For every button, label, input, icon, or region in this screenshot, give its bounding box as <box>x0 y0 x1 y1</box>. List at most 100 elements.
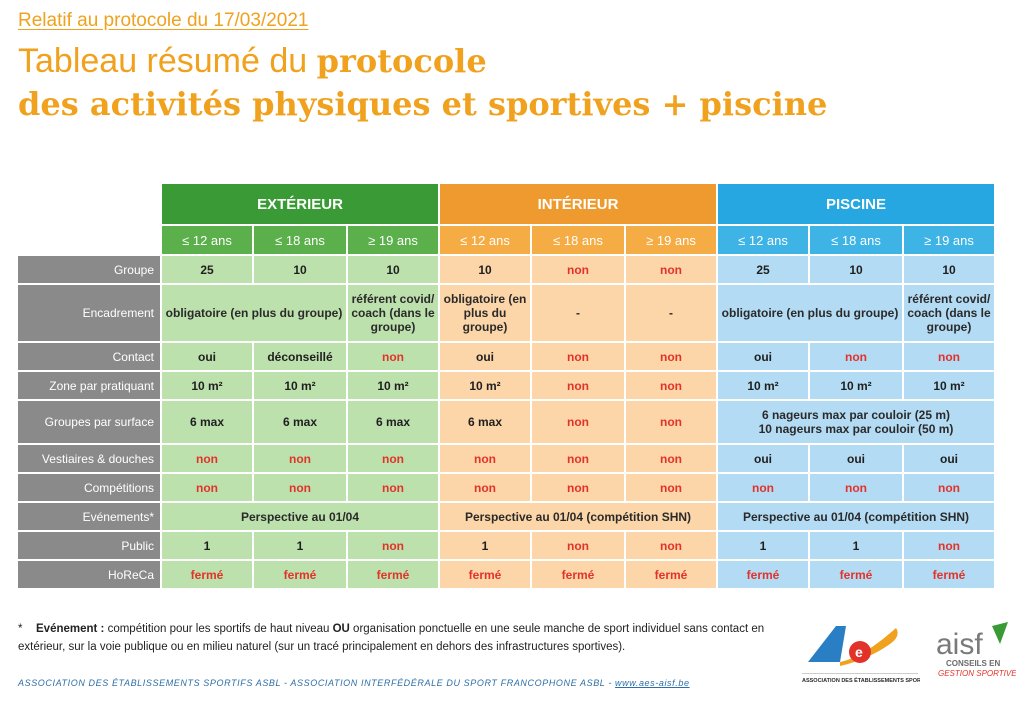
table-row: Zone par pratiquant 10 m² 10 m² 10 m² 10… <box>18 372 994 399</box>
table-cell: obligatoire (en plus du groupe) <box>162 285 346 341</box>
table-row: Groupe 25 10 10 10 non non 25 10 10 <box>18 256 994 283</box>
protocol-date-subtitle: Relatif au protocole du 17/03/2021 <box>18 10 309 31</box>
table-cell: non <box>904 532 994 559</box>
section-header-interieur: INTÉRIEUR <box>440 184 716 224</box>
table-cell: 10 <box>904 256 994 283</box>
aisf-wordmark: aisf <box>936 628 983 661</box>
table-cell: non <box>440 474 530 501</box>
aisf-logo-graphic: aisf CONSEILS EN GESTION SPORTIVE <box>936 622 1017 678</box>
table-cell: non <box>626 474 716 501</box>
page-title: Tableau résumé du protocole des activité… <box>18 40 827 126</box>
table-cell: non <box>348 474 438 501</box>
table-cell: obligatoire (en plus du groupe) <box>718 285 902 341</box>
table-cell: non <box>162 445 252 472</box>
piscine-lane-rule-50m: 10 nageurs max par couloir (50 m) <box>758 422 954 436</box>
table-cell: non <box>626 256 716 283</box>
table-cell: 10 m² <box>162 372 252 399</box>
table-row: Public 1 1 non 1 non non 1 1 non <box>18 532 994 559</box>
table-cell: 10 <box>254 256 346 283</box>
table-cell: - <box>532 285 624 341</box>
footer-text: ASSOCIATION DES ÉTABLISSEMENTS SPORTIFS … <box>18 678 616 688</box>
table-cell: fermé <box>810 561 902 588</box>
table-cell: non <box>626 372 716 399</box>
table-row: Groupes par surface 6 max 6 max 6 max 6 … <box>18 401 994 443</box>
age-header: ≤ 18 ans <box>810 226 902 254</box>
footer-associations: ASSOCIATION DES ÉTABLISSEMENTS SPORTIFS … <box>18 678 690 688</box>
table-cell-merged: 6 nageurs max par couloir (25 m) 10 nage… <box>718 401 994 443</box>
table-cell: 1 <box>254 532 346 559</box>
table-row: Compétitions non non non non non non non… <box>18 474 994 501</box>
table-cell: non <box>626 401 716 443</box>
table-cell: fermé <box>440 561 530 588</box>
age-header: ≤ 18 ans <box>532 226 624 254</box>
table-cell: 1 <box>162 532 252 559</box>
row-label: HoReCa <box>18 561 160 588</box>
table-cell: oui <box>718 445 808 472</box>
table-cell: 1 <box>440 532 530 559</box>
table-cell: 10 m² <box>718 372 808 399</box>
table-cell: 6 max <box>440 401 530 443</box>
age-header: ≥ 19 ans <box>348 226 438 254</box>
aisf-caption-1: CONSEILS EN <box>946 659 1000 668</box>
footnote-ou: OU <box>332 623 350 635</box>
row-label: Vestiaires & douches <box>18 445 160 472</box>
table-cell: non <box>532 372 624 399</box>
table-cell: fermé <box>348 561 438 588</box>
table-cell: 10 <box>440 256 530 283</box>
table-cell: fermé <box>254 561 346 588</box>
table-cell: fermé <box>532 561 624 588</box>
table-cell: non <box>626 343 716 370</box>
table-cell: 25 <box>162 256 252 283</box>
table-cell: référent covid/ coach (dans le groupe) <box>904 285 994 341</box>
aes-caption: ASSOCIATION DES ÉTABLISSEMENTS SPORTIFS <box>802 676 920 684</box>
table-cell: fermé <box>162 561 252 588</box>
table-cell: non <box>626 532 716 559</box>
corner-blank <box>18 184 160 224</box>
table-cell: fermé <box>626 561 716 588</box>
table-row: Encadrement obligatoire (en plus du grou… <box>18 285 994 341</box>
table-cell: 6 max <box>348 401 438 443</box>
table-cell: non <box>348 445 438 472</box>
table-row: Evénements* Perspective au 01/04 Perspec… <box>18 503 994 530</box>
table-cell: - <box>626 285 716 341</box>
table-cell: oui <box>904 445 994 472</box>
row-label: Contact <box>18 343 160 370</box>
table-cell: non <box>532 532 624 559</box>
age-header: ≤ 12 ans <box>718 226 808 254</box>
title-light-part: Tableau résumé du <box>18 42 317 80</box>
table-cell: non <box>532 256 624 283</box>
table-cell: obligatoire (en plus du groupe) <box>440 285 530 341</box>
table-cell: non <box>532 343 624 370</box>
table-cell: 10 m² <box>904 372 994 399</box>
age-header: ≤ 12 ans <box>440 226 530 254</box>
footnote-term: Evénement : <box>36 623 105 635</box>
footnote-text-2: organisation ponctuelle en une seule man… <box>18 623 765 653</box>
age-header: ≥ 19 ans <box>626 226 716 254</box>
table-cell-merged: Perspective au 01/04 (compétition SHN) <box>440 503 716 530</box>
aisf-logo: aisf CONSEILS EN GESTION SPORTIVE <box>930 618 1017 690</box>
table-cell: non <box>810 343 902 370</box>
table-cell: non <box>810 474 902 501</box>
table-cell: 1 <box>810 532 902 559</box>
svg-text:e: e <box>855 644 863 660</box>
footer-url-link[interactable]: www.aes-aisf.be <box>615 678 690 688</box>
table-cell: oui <box>810 445 902 472</box>
table-cell-merged: Perspective au 01/04 (compétition SHN) <box>718 503 994 530</box>
row-label: Groupes par surface <box>18 401 160 443</box>
table-cell: non <box>348 343 438 370</box>
table-cell: 10 m² <box>810 372 902 399</box>
piscine-lane-rule-25m: 6 nageurs max par couloir (25 m) <box>761 408 951 422</box>
table-cell: non <box>718 474 808 501</box>
table-cell: non <box>254 445 346 472</box>
table-cell: 10 m² <box>440 372 530 399</box>
aes-logo: e ASSOCIATION DES ÉTABLISSEMENTS SPORTIF… <box>800 618 933 688</box>
table-cell: non <box>904 343 994 370</box>
row-label: Zone par pratiquant <box>18 372 160 399</box>
table-cell: non <box>440 445 530 472</box>
table-row: Contact oui déconseillé non oui non non … <box>18 343 994 370</box>
table-cell: non <box>904 474 994 501</box>
section-header-piscine: PISCINE <box>718 184 994 224</box>
protocol-summary-table: EXTÉRIEUR INTÉRIEUR PISCINE ≤ 12 ans ≤ 1… <box>16 182 996 590</box>
row-label: Evénements* <box>18 503 160 530</box>
table-cell: non <box>162 474 252 501</box>
